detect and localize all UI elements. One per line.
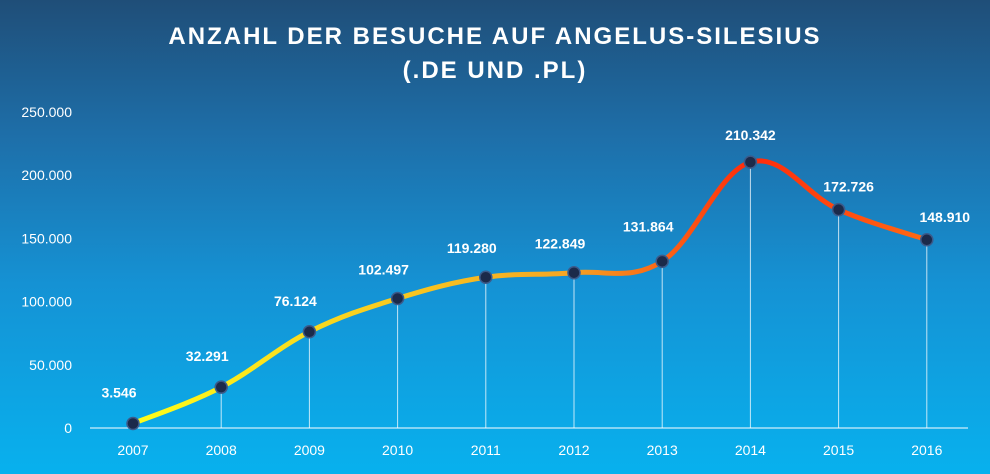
y-tick-label: 0 bbox=[64, 420, 72, 436]
data-point bbox=[831, 202, 846, 217]
data-point bbox=[567, 265, 581, 280]
data-point bbox=[126, 416, 140, 431]
x-tick-label: 2016 bbox=[911, 442, 942, 458]
x-tick-label: 2012 bbox=[558, 442, 589, 458]
data-point bbox=[479, 270, 493, 284]
data-label: 122.849 bbox=[535, 236, 586, 252]
chart-title-line-2: (.DE UND .PL) bbox=[402, 57, 588, 84]
y-tick-label: 50.000 bbox=[29, 357, 72, 373]
data-point bbox=[390, 291, 405, 306]
y-tick-label: 150.000 bbox=[21, 230, 72, 246]
data-label: 102.497 bbox=[358, 261, 409, 277]
y-tick-label: 100.000 bbox=[21, 294, 72, 310]
data-point bbox=[655, 254, 669, 269]
x-tick-label: 2013 bbox=[647, 442, 678, 458]
x-tick-label: 2014 bbox=[735, 442, 766, 458]
y-tick-label: 250.000 bbox=[21, 104, 72, 120]
x-tick-label: 2011 bbox=[471, 442, 501, 458]
chart-title: ANZAHL DER BESUCHE AUF ANGELUS-SILESIUS … bbox=[0, 20, 990, 88]
x-tick-label: 2008 bbox=[206, 442, 237, 458]
data-point bbox=[743, 155, 758, 169]
data-point bbox=[920, 233, 934, 247]
data-label: 172.726 bbox=[823, 179, 874, 195]
data-labels: 3.546 32.291 76.124 102.497 119.280 122.849 13… bbox=[101, 127, 970, 400]
y-tick-label: 200.000 bbox=[21, 167, 72, 183]
data-label: 148.910 bbox=[919, 209, 970, 225]
data-label: 210.342 bbox=[725, 127, 776, 143]
x-axis-tick-labels: 2007 2008 2009 2010 2011 2012 2013 2014 2015 2016 bbox=[117, 442, 942, 458]
data-label: 119.280 bbox=[447, 240, 497, 256]
data-markers bbox=[126, 155, 934, 431]
data-label: 3.546 bbox=[101, 385, 136, 401]
x-tick-label: 2009 bbox=[294, 442, 325, 458]
x-tick-label: 2010 bbox=[382, 442, 413, 458]
chart-title-line-1: ANZAHL DER BESUCHE AUF ANGELUS-SILESIUS bbox=[168, 23, 822, 50]
data-label: 32.291 bbox=[186, 348, 229, 364]
drop-lines bbox=[132, 162, 928, 428]
data-label: 131.864 bbox=[623, 218, 674, 234]
y-axis-tick-labels: 0 50.000 100.000 150.000 200.000 250.000 bbox=[21, 104, 72, 436]
x-tick-label: 2007 bbox=[117, 442, 148, 458]
data-point bbox=[214, 380, 228, 394]
data-label: 76.124 bbox=[274, 293, 317, 309]
x-tick-label: 2015 bbox=[823, 442, 854, 458]
data-point bbox=[302, 325, 317, 339]
series-line bbox=[130, 158, 930, 427]
